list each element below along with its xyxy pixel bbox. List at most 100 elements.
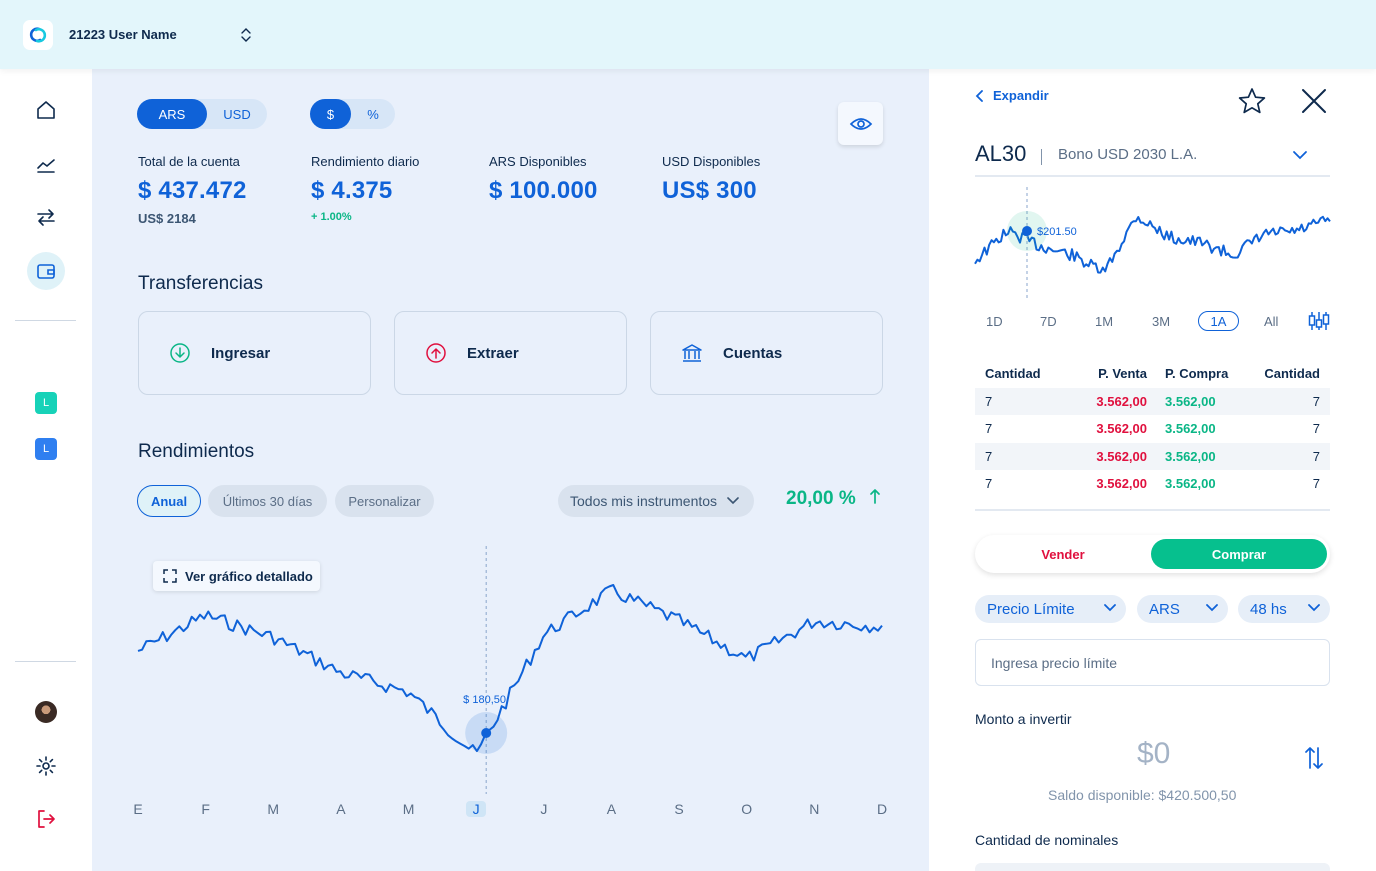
instrument-select[interactable]: Todos mis instrumentos bbox=[558, 485, 754, 517]
account-badge-1[interactable]: L bbox=[35, 392, 57, 414]
range-all[interactable]: All bbox=[1264, 313, 1279, 329]
account-switch-chevron-icon[interactable] bbox=[238, 25, 254, 45]
nav-home[interactable] bbox=[27, 91, 65, 129]
chevron-left-icon bbox=[975, 89, 983, 102]
sidebar-divider bbox=[15, 320, 76, 321]
detailed-chart-label: Ver gráfico detallado bbox=[185, 568, 313, 584]
instrument-mini-chart[interactable]: $201.50 bbox=[929, 69, 1376, 309]
logo-icon bbox=[29, 26, 47, 43]
currency-option-ars[interactable]: ARS bbox=[137, 99, 207, 129]
range-1m[interactable]: 1M bbox=[1095, 313, 1114, 329]
sell-button[interactable]: Vender bbox=[1041, 546, 1085, 562]
series-line bbox=[974, 215, 1331, 274]
chart-line-icon bbox=[37, 159, 55, 173]
header-cell: P. Compra bbox=[1165, 366, 1229, 382]
nav-markets[interactable] bbox=[27, 145, 65, 183]
avatar[interactable] bbox=[35, 701, 57, 723]
period-chip-30-days[interactable]: Últimos 30 días bbox=[208, 485, 327, 517]
period-chip-anual[interactable]: Anual bbox=[137, 485, 201, 517]
performance-title: Rendimientos bbox=[138, 441, 255, 462]
performance-chart[interactable]: $ 180,50 bbox=[92, 69, 929, 829]
table-row[interactable]: 7 3.562,00 3.562,00 7 bbox=[975, 387, 1330, 415]
hover-point[interactable] bbox=[1022, 226, 1032, 236]
range-1a[interactable]: 1A bbox=[1198, 311, 1239, 331]
order-type-select[interactable]: Precio Límite bbox=[975, 595, 1126, 623]
sidebar-divider bbox=[15, 661, 76, 662]
instrument-panel: Expandir AL30 Bono USD 2030 L.A. $201.50… bbox=[929, 69, 1376, 871]
unit-toggle: $ % bbox=[310, 99, 395, 129]
table-row[interactable]: 7 3.562,00 3.562,00 7 bbox=[975, 442, 1330, 470]
ticker-symbol: AL30 bbox=[975, 141, 1027, 166]
limit-price-input[interactable] bbox=[975, 639, 1330, 686]
chevron-down-icon bbox=[1206, 604, 1218, 612]
order-type-value: Precio Límite bbox=[987, 600, 1075, 618]
x-tick-label: J bbox=[466, 801, 487, 817]
stat-value: $ 100.000 bbox=[489, 177, 598, 204]
period-chip-custom[interactable]: Personalizar bbox=[335, 485, 434, 517]
candlestick-icon[interactable] bbox=[1308, 310, 1330, 332]
transfers-title: Transferencias bbox=[138, 273, 263, 294]
nav-logout[interactable] bbox=[27, 800, 65, 838]
arrow-up-icon bbox=[870, 489, 880, 504]
logout-icon bbox=[38, 810, 55, 828]
badge-label: L bbox=[42, 397, 50, 409]
table-row[interactable]: 7 3.562,00 3.562,00 7 bbox=[975, 470, 1330, 498]
bank-icon bbox=[682, 344, 702, 362]
range-1d[interactable]: 1D bbox=[986, 313, 1003, 329]
card-label: Extraer bbox=[467, 344, 519, 362]
transfer-card-cuentas[interactable]: Cuentas bbox=[650, 311, 883, 395]
x-tick-label: F bbox=[201, 801, 210, 817]
currency-toggle: ARS USD bbox=[137, 99, 267, 129]
amount-value[interactable]: $0 bbox=[1137, 737, 1171, 770]
unit-option-percent[interactable]: % bbox=[367, 106, 379, 122]
range-3m[interactable]: 3M bbox=[1152, 313, 1171, 329]
ticker-separator bbox=[1041, 149, 1042, 165]
account-badge-2[interactable]: L bbox=[35, 438, 57, 460]
nav-wallet[interactable] bbox=[27, 252, 65, 290]
stat-label: Total de la cuenta bbox=[138, 154, 240, 169]
swap-vertical-icon[interactable] bbox=[1303, 744, 1325, 772]
table-row[interactable]: 7 3.562,00 3.562,00 7 bbox=[975, 415, 1330, 443]
nav-transfers[interactable] bbox=[27, 198, 65, 236]
star-icon[interactable] bbox=[1237, 87, 1267, 115]
buy-price: 3.562,00 bbox=[1165, 421, 1216, 437]
x-tick-label: O bbox=[741, 801, 753, 817]
app-logo bbox=[23, 19, 53, 50]
currency-select[interactable]: ARS bbox=[1137, 595, 1228, 623]
gear-icon bbox=[36, 756, 56, 776]
stat-value: $ 4.375 bbox=[311, 177, 393, 204]
detailed-chart-button[interactable]: Ver gráfico detallado bbox=[153, 561, 320, 591]
currency-value: ARS bbox=[1149, 600, 1180, 618]
sell-price: 3.562,00 bbox=[1096, 393, 1147, 409]
range-7d[interactable]: 7D bbox=[1040, 313, 1057, 329]
stat-value: $ 437.472 bbox=[138, 177, 247, 204]
stat-total: Total de la cuenta $ 437.472 US$ 2184 bbox=[138, 154, 247, 226]
ask-qty: 7 bbox=[1312, 421, 1320, 437]
nav-settings[interactable] bbox=[27, 747, 65, 785]
currency-option-usd[interactable]: USD bbox=[223, 106, 251, 122]
buy-button[interactable]: Comprar bbox=[1151, 539, 1327, 569]
ask-qty: 7 bbox=[1312, 476, 1320, 492]
sell-price: 3.562,00 bbox=[1096, 476, 1147, 492]
unit-option-amount[interactable]: $ bbox=[310, 99, 351, 129]
wallet-icon bbox=[37, 264, 55, 279]
buy-price: 3.562,00 bbox=[1165, 393, 1216, 409]
chevron-down-icon bbox=[1308, 604, 1320, 612]
bid-qty: 7 bbox=[985, 421, 993, 437]
transfer-card-extraer[interactable]: Extraer bbox=[394, 311, 627, 395]
transfer-card-ingresar[interactable]: Ingresar bbox=[138, 311, 371, 395]
fullscreen-icon bbox=[163, 569, 177, 583]
hover-point[interactable] bbox=[481, 728, 492, 738]
performance-percent: 20,00 % bbox=[786, 488, 856, 509]
arrow-down-circle-icon bbox=[170, 343, 190, 363]
nominal-quantity-input[interactable] bbox=[975, 863, 1330, 871]
sell-price: 3.562,00 bbox=[1096, 448, 1147, 464]
close-icon[interactable] bbox=[1301, 88, 1327, 114]
visibility-button[interactable] bbox=[838, 102, 883, 145]
expand-link[interactable]: Expandir bbox=[975, 88, 1049, 103]
chevron-down-icon[interactable] bbox=[1292, 150, 1308, 160]
x-tick-label: A bbox=[336, 801, 346, 817]
settlement-select[interactable]: 48 hs bbox=[1238, 595, 1330, 623]
chevron-down-icon bbox=[1104, 604, 1116, 612]
ticker-description: Bono USD 2030 L.A. bbox=[1058, 146, 1198, 163]
